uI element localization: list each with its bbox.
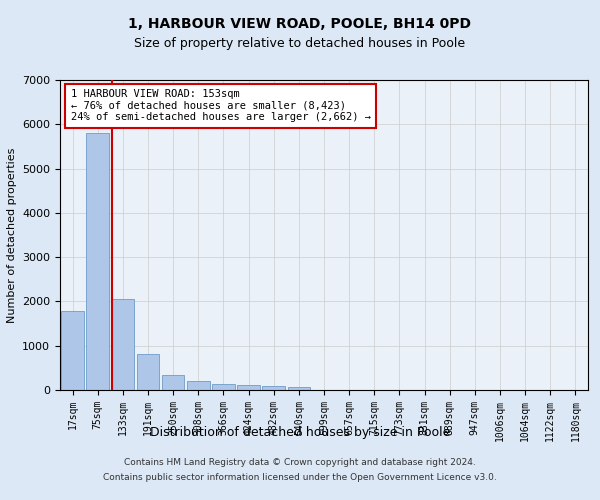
Bar (187, 382, 209, 390)
Bar (61, 311, 84, 390)
Bar (287, 387, 310, 390)
Bar (237, 385, 260, 390)
Text: Size of property relative to detached houses in Poole: Size of property relative to detached ho… (134, 38, 466, 51)
Bar (262, 386, 285, 390)
Y-axis label: Number of detached properties: Number of detached properties (7, 148, 17, 322)
Text: 1 HARBOUR VIEW ROAD: 153sqm
← 76% of detached houses are smaller (8,423)
24% of : 1 HARBOUR VIEW ROAD: 153sqm ← 76% of det… (71, 90, 371, 122)
Text: 1, HARBOUR VIEW ROAD, POOLE, BH14 0PD: 1, HARBOUR VIEW ROAD, POOLE, BH14 0PD (128, 18, 472, 32)
Text: Contains public sector information licensed under the Open Government Licence v3: Contains public sector information licen… (103, 473, 497, 482)
Text: Distribution of detached houses by size in Poole: Distribution of detached houses by size … (150, 426, 450, 439)
Bar (212, 384, 235, 390)
Bar (86, 133, 109, 390)
Text: Contains HM Land Registry data © Crown copyright and database right 2024.: Contains HM Land Registry data © Crown c… (124, 458, 476, 467)
Bar (112, 299, 134, 390)
Bar (162, 375, 184, 390)
Bar (137, 354, 160, 390)
